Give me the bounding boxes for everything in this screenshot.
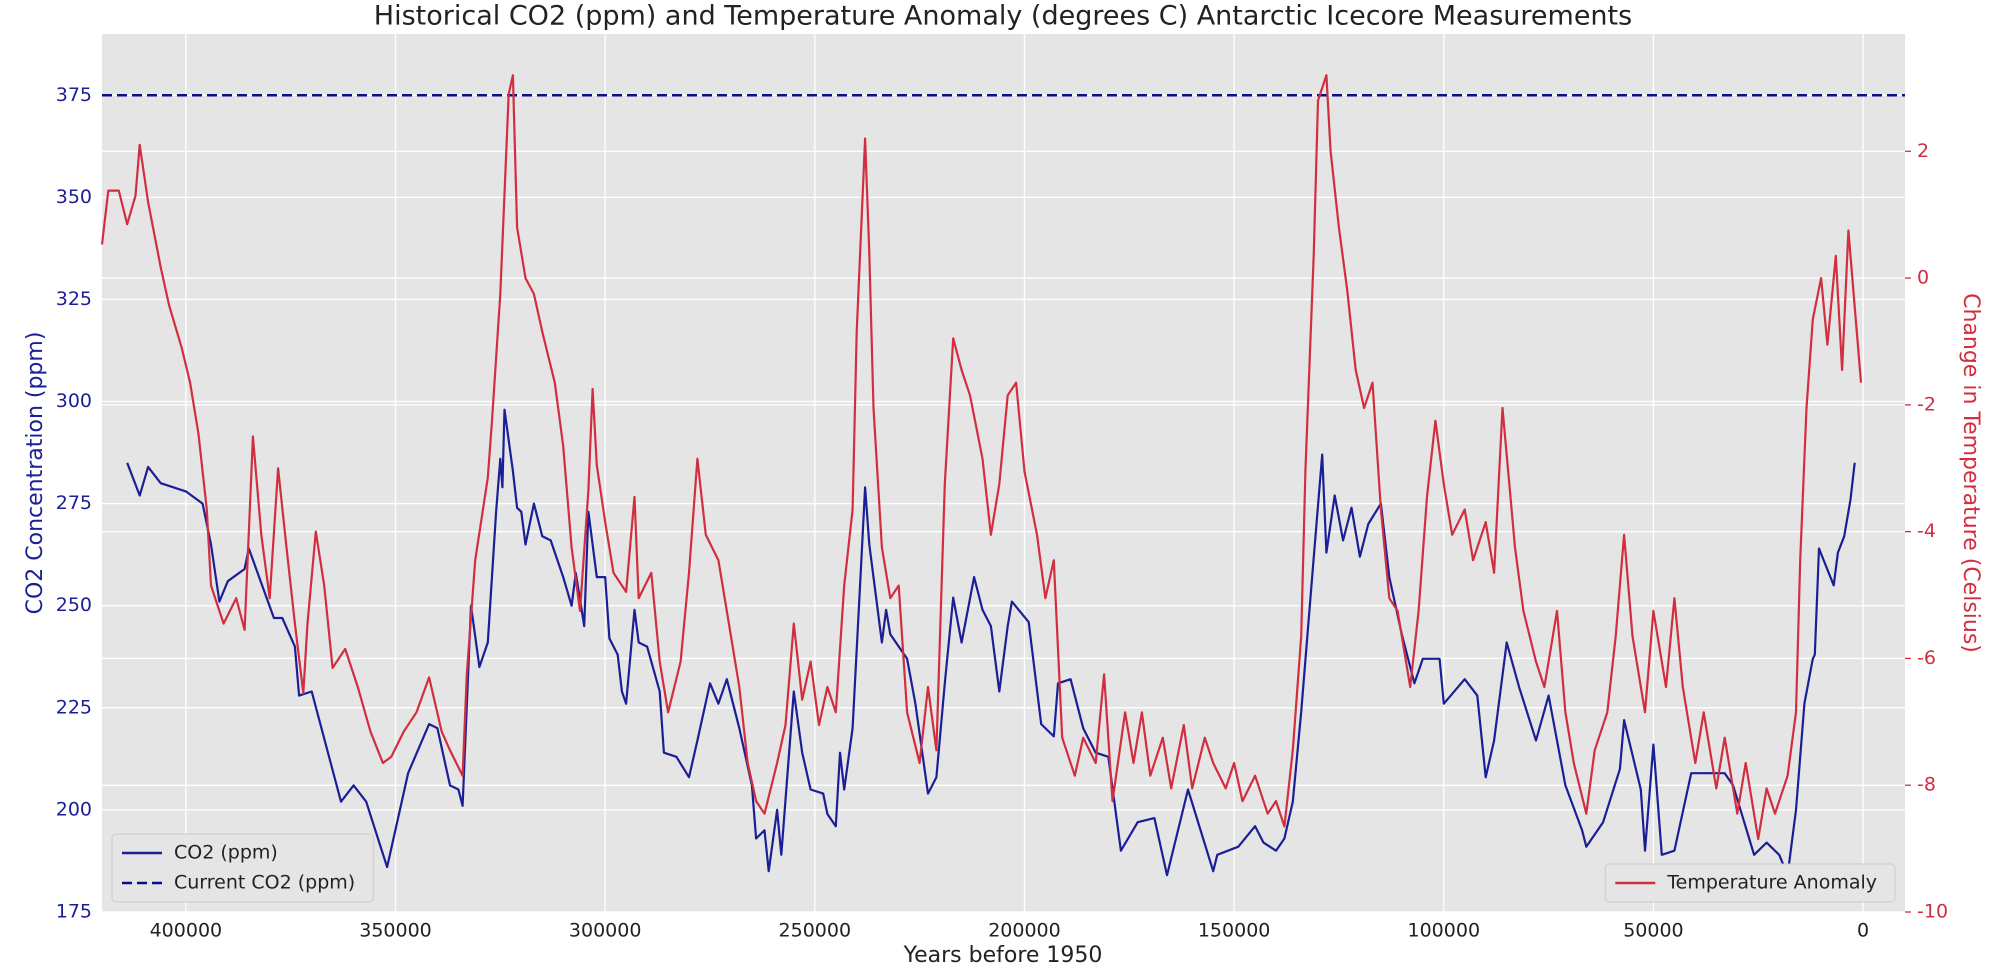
- series-line: [100, 74, 1863, 841]
- y2-tick-label: -4: [1917, 520, 1936, 542]
- legend-label: Temperature Anomaly: [1666, 872, 1877, 894]
- x-tick-label: 150000: [1198, 920, 1271, 942]
- y2-tick-label: -10: [1917, 901, 1948, 923]
- x-tick-label: 200000: [988, 920, 1061, 942]
- legend: Temperature Anomaly: [1604, 863, 1896, 903]
- chart-title: Historical CO2 (ppm) and Temperature Ano…: [374, 1, 1632, 32]
- y2-tick-label: -8: [1917, 774, 1936, 796]
- x-tick-label: 350000: [359, 920, 432, 942]
- y2-tick-label: -6: [1917, 647, 1936, 669]
- y2-tick-label: -2: [1917, 393, 1936, 415]
- x-tick-label: 300000: [569, 920, 642, 942]
- y-tick-label: 275: [56, 492, 92, 514]
- legend-label: CO2 (ppm): [174, 842, 278, 864]
- y2-tick-label: 2: [1917, 140, 1929, 162]
- y-tick-label: 200: [56, 798, 92, 820]
- y-tick-label: 325: [56, 288, 92, 310]
- y2-axis-label: Change in Temperature (Celsius): [1958, 293, 1983, 653]
- y-tick-label: 350: [56, 186, 92, 208]
- legend-box: [111, 833, 374, 903]
- x-axis-label: Years before 1950: [903, 943, 1103, 968]
- y-tick-label: 175: [56, 901, 92, 923]
- y-tick-label: 250: [56, 594, 92, 616]
- plot-background: [102, 34, 1905, 912]
- x-tick-label: 100000: [1408, 920, 1481, 942]
- legend-label: Current CO2 (ppm): [174, 872, 355, 894]
- y2-tick-label: 0: [1917, 267, 1929, 289]
- legend-box: [1604, 863, 1896, 903]
- x-tick-label: 0: [1857, 920, 1869, 942]
- series-line: [126, 408, 1856, 877]
- x-tick-label: 50000: [1623, 920, 1683, 942]
- y-axis-label: CO2 Concentration (ppm): [23, 332, 48, 615]
- x-tick-label: 250000: [779, 920, 852, 942]
- y-tick-label: 300: [56, 390, 92, 412]
- y-tick-label: 375: [56, 84, 92, 106]
- legend: CO2 (ppm) Current CO2 (ppm): [111, 833, 374, 903]
- x-tick-label: 400000: [150, 920, 223, 942]
- y-tick-label: 225: [56, 696, 92, 718]
